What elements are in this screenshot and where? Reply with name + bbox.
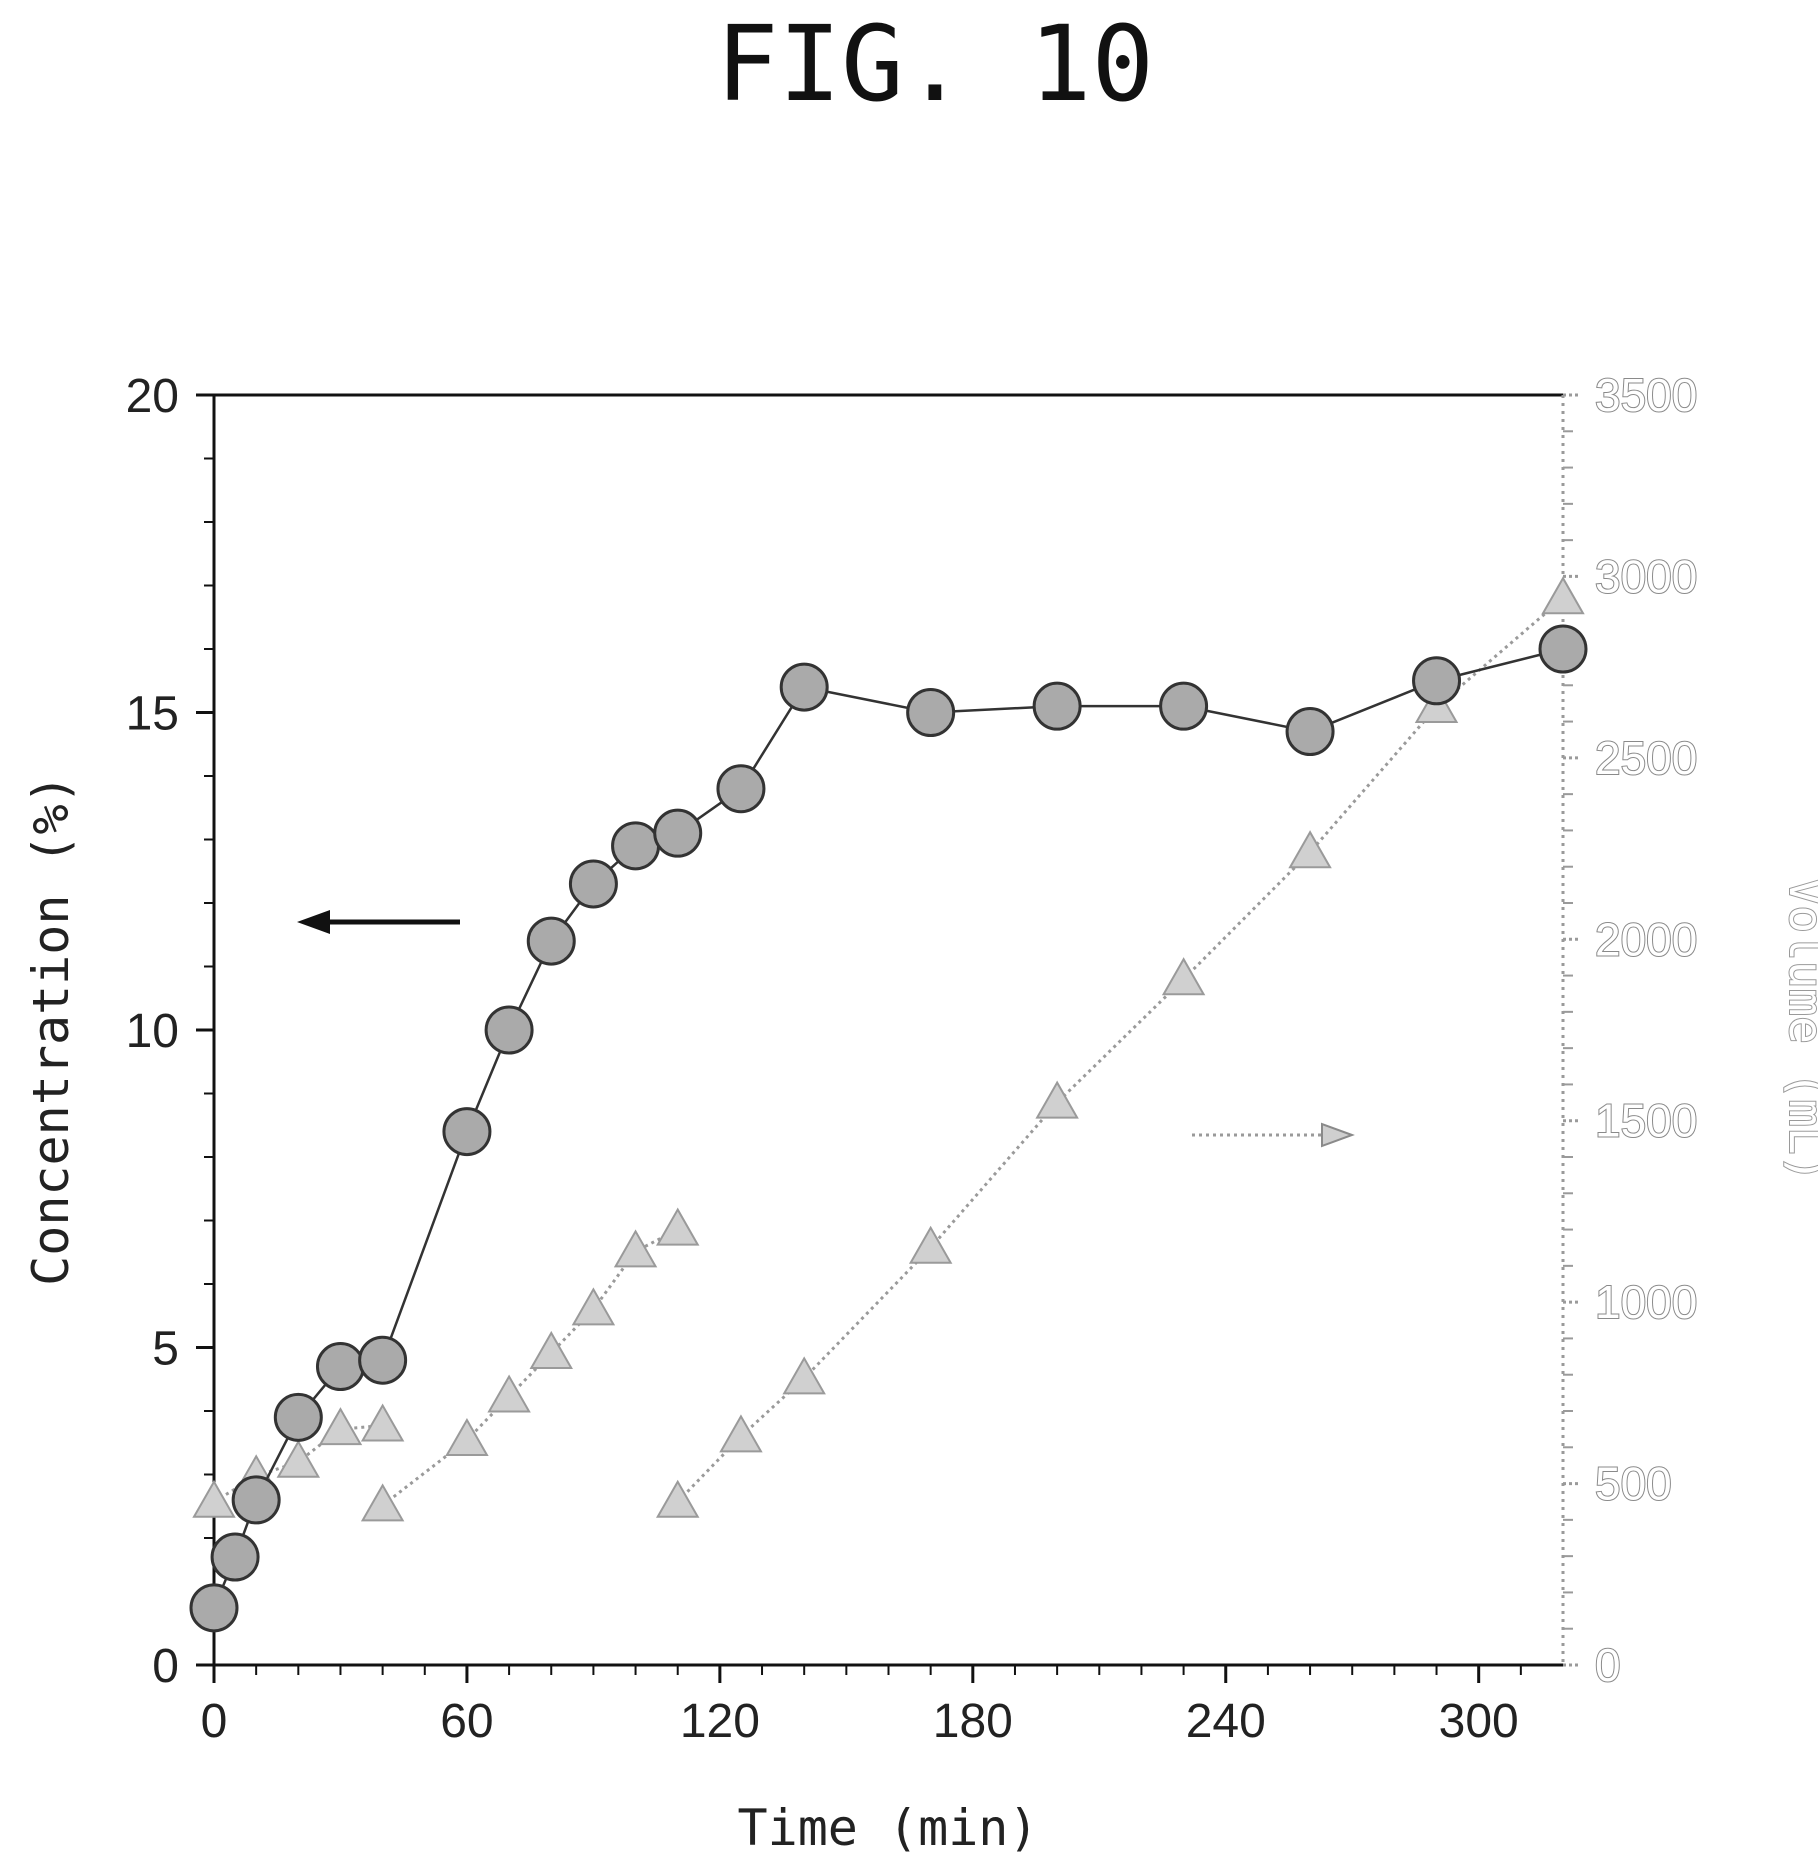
volume-point: [571, 1287, 616, 1326]
x-tick-label: 120: [680, 1695, 760, 1748]
volume-point: [1288, 830, 1332, 869]
volume-point: [445, 1418, 489, 1457]
x-tick-label: 300: [1439, 1695, 1519, 1748]
y-right-tick-label: 500: [1595, 1458, 1672, 1510]
y-left-tick-label: 5: [152, 1323, 179, 1376]
x-tick-label: 60: [440, 1695, 493, 1748]
volume-point: [487, 1374, 531, 1413]
y-right-tick-label: 2000: [1595, 913, 1697, 965]
y-right-tick-label: 0: [1595, 1639, 1621, 1691]
x-tick-label: 180: [933, 1695, 1013, 1748]
concentration-point: [1285, 707, 1335, 757]
concentration-point: [779, 662, 829, 712]
y-left-tick-label: 20: [126, 370, 179, 423]
concentration-point: [1159, 681, 1209, 731]
concentration-point: [906, 688, 956, 737]
y-right-tick-label: 1000: [1595, 1276, 1697, 1328]
concentration-point: [273, 1392, 323, 1442]
x-axis-title: Time (min): [737, 1799, 1038, 1857]
right-direction-arrow: [1192, 1122, 1355, 1148]
volume-series-line: [381, 1228, 679, 1507]
concentration-series-line: [212, 647, 1564, 1609]
y-right-tick-label: 2500: [1595, 732, 1697, 784]
volume-point: [360, 1483, 405, 1522]
volume-point: [529, 1330, 573, 1369]
concentration-point: [231, 1475, 281, 1525]
volume-point: [655, 1207, 700, 1246]
concentration-point: [442, 1107, 492, 1157]
volume-point: [655, 1479, 700, 1518]
concentration-point: [1538, 624, 1588, 674]
y-right-tick-label: 3000: [1595, 550, 1697, 602]
concentration-point: [315, 1342, 365, 1392]
volume-point: [360, 1403, 405, 1442]
y-left-tick-label: 0: [152, 1640, 179, 1693]
volume-point: [908, 1225, 953, 1264]
volume-point: [1541, 576, 1585, 615]
concentration-point: [1412, 656, 1462, 706]
concentration-point: [526, 916, 576, 966]
left-direction-arrow: [297, 910, 460, 934]
concentration-point: [189, 1583, 239, 1633]
concentration-point: [611, 821, 661, 871]
plot-area: 0 60 120 180 240 3000510152005001000150020002…: [126, 368, 1699, 1748]
volume-point: [613, 1229, 658, 1268]
volume-point: [1035, 1080, 1079, 1119]
volume-series-line: [676, 597, 1564, 1503]
concentration-point: [568, 859, 618, 909]
concentration-point: [484, 1005, 534, 1055]
concentration-point: [358, 1335, 408, 1385]
concentration-point: [653, 808, 703, 858]
concentration-point: [210, 1532, 260, 1582]
volume-point: [782, 1356, 826, 1395]
y-left-tick-label: 15: [126, 688, 179, 741]
volume-point: [192, 1479, 236, 1518]
y-left-tick-label: 10: [126, 1005, 179, 1058]
x-tick-label: 240: [1186, 1695, 1266, 1748]
concentration-point: [716, 764, 766, 814]
y-right-axis-title: Volume (mL): [1779, 878, 1818, 1183]
volume-point: [719, 1414, 763, 1453]
y-right-tick-label: 3500: [1595, 369, 1697, 421]
x-tick-label: 0: [201, 1695, 228, 1748]
volume-point: [318, 1407, 363, 1446]
y-right-tick-label: 1500: [1595, 1095, 1697, 1147]
concentration-point: [1032, 681, 1082, 731]
volume-point: [1161, 957, 1206, 996]
volume-point: [276, 1439, 321, 1478]
y-left-axis-title: Concentration (%): [22, 774, 80, 1286]
figure-label: FIG. 10: [716, 3, 1154, 125]
